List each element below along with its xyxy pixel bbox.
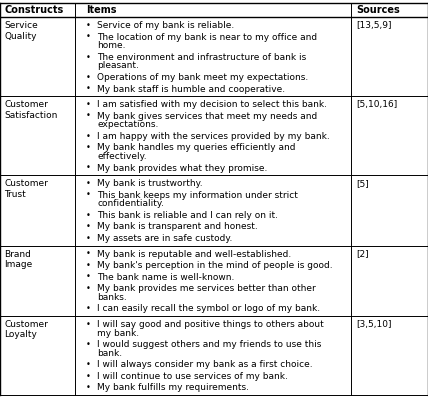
Text: Items: Items	[86, 5, 116, 15]
Text: [13,5,9]: [13,5,9]	[357, 21, 392, 30]
Text: The environment and infrastructure of bank is: The environment and infrastructure of ba…	[97, 53, 306, 62]
Text: My bank handles my queries efficiently and: My bank handles my queries efficiently a…	[97, 143, 296, 152]
Text: •: •	[86, 340, 91, 349]
Text: I will always consider my bank as a first choice.: I will always consider my bank as a firs…	[97, 360, 313, 369]
Text: home.: home.	[97, 41, 126, 50]
Text: •: •	[86, 284, 91, 293]
Text: My bank is trustworthy.: My bank is trustworthy.	[97, 179, 203, 188]
Text: Sources: Sources	[357, 5, 400, 15]
Text: •: •	[86, 100, 91, 109]
Text: •: •	[86, 191, 91, 199]
Text: My bank is transparent and honest.: My bank is transparent and honest.	[97, 222, 258, 231]
Text: I would suggest others and my friends to use this: I would suggest others and my friends to…	[97, 340, 321, 349]
Text: I will continue to use services of my bank.: I will continue to use services of my ba…	[97, 372, 288, 381]
Text: This bank keeps my information under strict: This bank keeps my information under str…	[97, 191, 298, 200]
Text: confidentiality.: confidentiality.	[97, 199, 164, 208]
Text: [5]: [5]	[357, 179, 369, 188]
Text: I am happy with the services provided by my bank.: I am happy with the services provided by…	[97, 132, 330, 141]
Text: My bank provides me services better than other: My bank provides me services better than…	[97, 284, 316, 293]
Text: Service
Quality: Service Quality	[4, 21, 38, 41]
Text: My bank fulfills my requirements.: My bank fulfills my requirements.	[97, 383, 249, 392]
Text: •: •	[86, 21, 91, 30]
Text: Brand
Image: Brand Image	[4, 250, 33, 269]
Text: •: •	[86, 320, 91, 329]
Text: •: •	[86, 273, 91, 281]
Text: I can easily recall the symbol or logo of my bank.: I can easily recall the symbol or logo o…	[97, 304, 320, 313]
Text: •: •	[86, 234, 91, 243]
Text: Operations of my bank meet my expectations.: Operations of my bank meet my expectatio…	[97, 73, 308, 82]
Text: •: •	[86, 211, 91, 220]
Text: [5,10,16]: [5,10,16]	[357, 100, 398, 109]
Text: •: •	[86, 53, 91, 62]
Text: •: •	[86, 383, 91, 392]
Text: expectations.: expectations.	[97, 120, 158, 129]
Text: Customer
Trust: Customer Trust	[4, 179, 48, 199]
Text: my bank.: my bank.	[97, 329, 139, 338]
Text: •: •	[86, 360, 91, 369]
Text: [2]: [2]	[357, 250, 369, 259]
Text: •: •	[86, 372, 91, 380]
Text: My assets are in safe custody.: My assets are in safe custody.	[97, 234, 232, 243]
Text: •: •	[86, 250, 91, 258]
Text: Customer
Loyalty: Customer Loyalty	[4, 320, 48, 339]
Text: [3,5,10]: [3,5,10]	[357, 320, 392, 329]
Text: •: •	[86, 304, 91, 313]
Text: pleasant.: pleasant.	[97, 61, 139, 70]
Text: •: •	[86, 33, 91, 41]
Text: effectively.: effectively.	[97, 152, 147, 161]
Text: My bank gives services that meet my needs and: My bank gives services that meet my need…	[97, 112, 318, 121]
Text: banks.: banks.	[97, 293, 127, 302]
Text: Constructs: Constructs	[4, 5, 63, 15]
Text: I am satisfied with my decision to select this bank.: I am satisfied with my decision to selec…	[97, 100, 327, 109]
Text: Customer
Satisfaction: Customer Satisfaction	[4, 100, 57, 119]
Text: •: •	[86, 84, 91, 93]
Text: My bank is reputable and well-established.: My bank is reputable and well-establishe…	[97, 250, 291, 259]
Text: •: •	[86, 261, 91, 270]
Text: Service of my bank is reliable.: Service of my bank is reliable.	[97, 21, 235, 30]
Text: •: •	[86, 179, 91, 188]
Text: My bank staff is humble and cooperative.: My bank staff is humble and cooperative.	[97, 84, 285, 94]
Text: •: •	[86, 111, 91, 121]
Text: I will say good and positive things to others about: I will say good and positive things to o…	[97, 320, 324, 329]
Text: •: •	[86, 132, 91, 140]
Text: The location of my bank is near to my office and: The location of my bank is near to my of…	[97, 33, 317, 42]
Text: My bank provides what they promise.: My bank provides what they promise.	[97, 164, 268, 172]
Text: bank.: bank.	[97, 349, 122, 358]
Text: This bank is reliable and I can rely on it.: This bank is reliable and I can rely on …	[97, 211, 278, 220]
Text: •: •	[86, 222, 91, 231]
Text: •: •	[86, 143, 91, 152]
Text: •: •	[86, 163, 91, 172]
Text: My bank's perception in the mind of people is good.: My bank's perception in the mind of peop…	[97, 261, 333, 270]
Text: •: •	[86, 73, 91, 82]
Text: The bank name is well-known.: The bank name is well-known.	[97, 273, 235, 282]
